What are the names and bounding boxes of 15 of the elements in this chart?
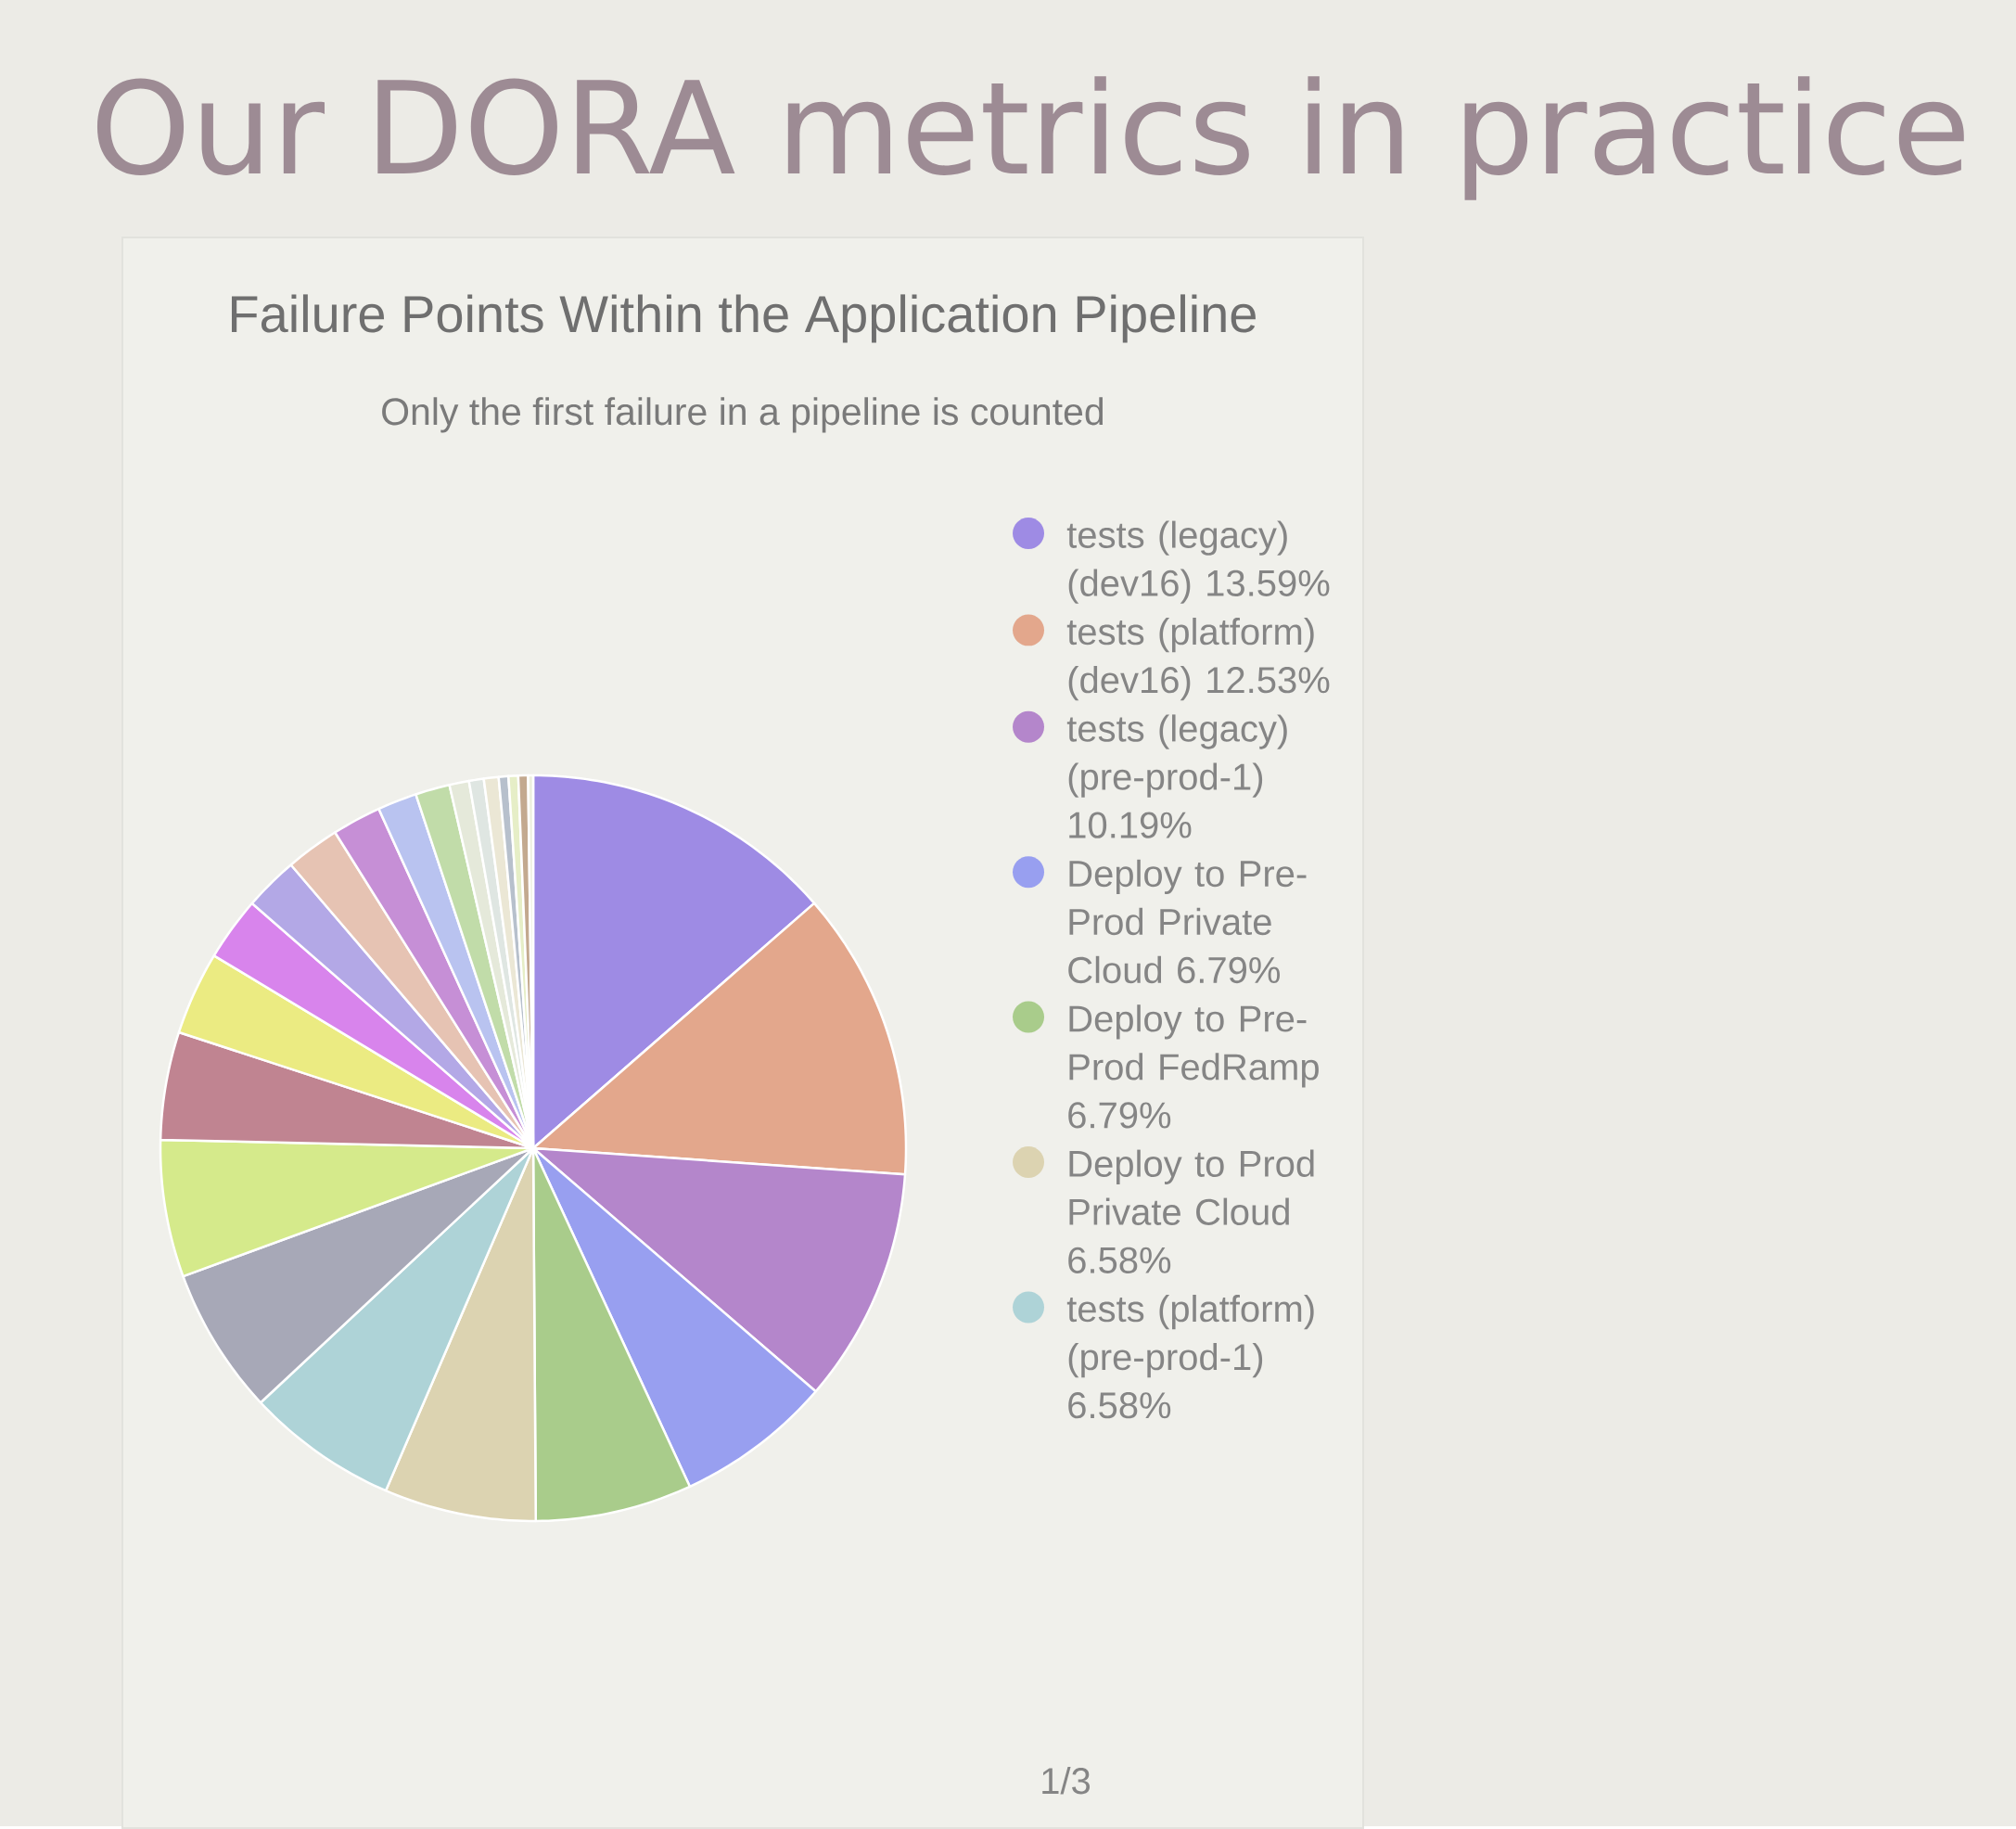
text: 1/3: [1042, 1767, 1091, 1795]
data-label: 6.79%: [1178, 956, 1281, 984]
chart-subtitle: Only the first failure in a pipeline is counted: [382, 397, 1104, 433]
data-label: 10.19%: [1069, 812, 1192, 838]
data-label: 6.58%: [1068, 1392, 1171, 1419]
data-label: 12.53%: [1207, 667, 1330, 694]
legend-label: Deploy to Pre-Prod FedRamp: [1069, 1004, 1319, 1088]
legend-label: tests (platform) (pre-prod-1): [1066, 1295, 1314, 1378]
legend-label: Deploy to Prod Private Cloud: [1069, 1149, 1314, 1225]
chart-title: Failure Points Within the Application Pipeline: [231, 294, 1256, 343]
data-label: 6.79%: [1068, 1102, 1171, 1129]
legend-label: tests (legacy) (pre-prod-1): [1066, 714, 1287, 798]
data-label: 13.59%: [1207, 569, 1330, 596]
text: Our DORA metrics in practice: [96, 76, 1964, 200]
data-label: 6.58%: [1068, 1247, 1171, 1273]
